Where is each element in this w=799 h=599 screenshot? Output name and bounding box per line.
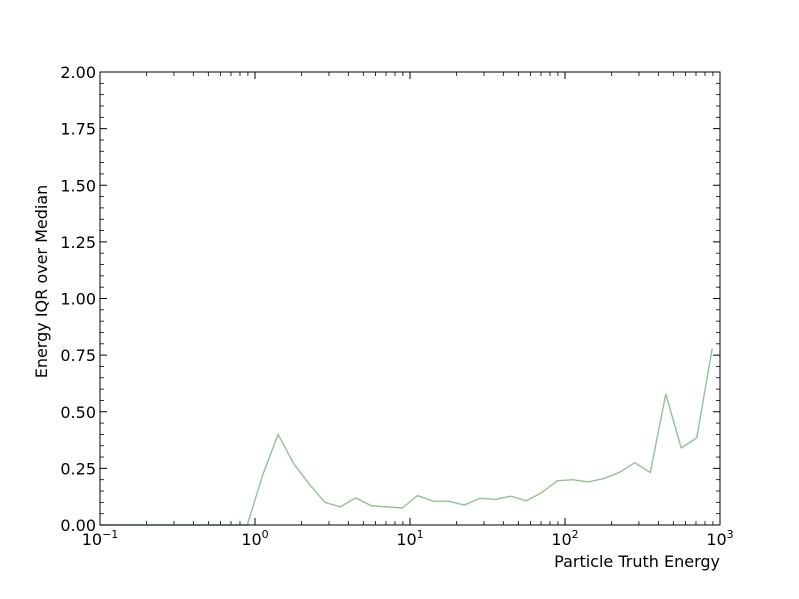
y-tick-label: 0.25 [60,459,96,478]
y-axis-label: Energy IQR over Median [32,185,51,379]
x-tick-label: 102 [551,528,578,549]
y-tick-label: 0.50 [60,403,96,422]
y-tick-label: 1.25 [60,233,96,252]
y-tick-label: 2.00 [60,63,96,82]
y-tick-label: 1.00 [60,290,96,309]
y-tick-label: 1.50 [60,176,96,195]
x-tick-label: 101 [396,528,423,549]
y-tick-label: 0.00 [60,516,96,535]
y-tick-label: 1.75 [60,120,96,139]
x-tick-label: 10−1 [82,528,119,549]
x-tick-label: 100 [241,528,268,549]
plot-frame [99,71,721,526]
x-axis-label: Particle Truth Energy [554,552,720,571]
x-tick-label: 103 [706,528,733,549]
y-tick-label: 0.75 [60,346,96,365]
tick-labels: 10−1 100 101 102 103 0.00 0.25 0.50 0.75 1.00 1.25… [60,63,733,549]
